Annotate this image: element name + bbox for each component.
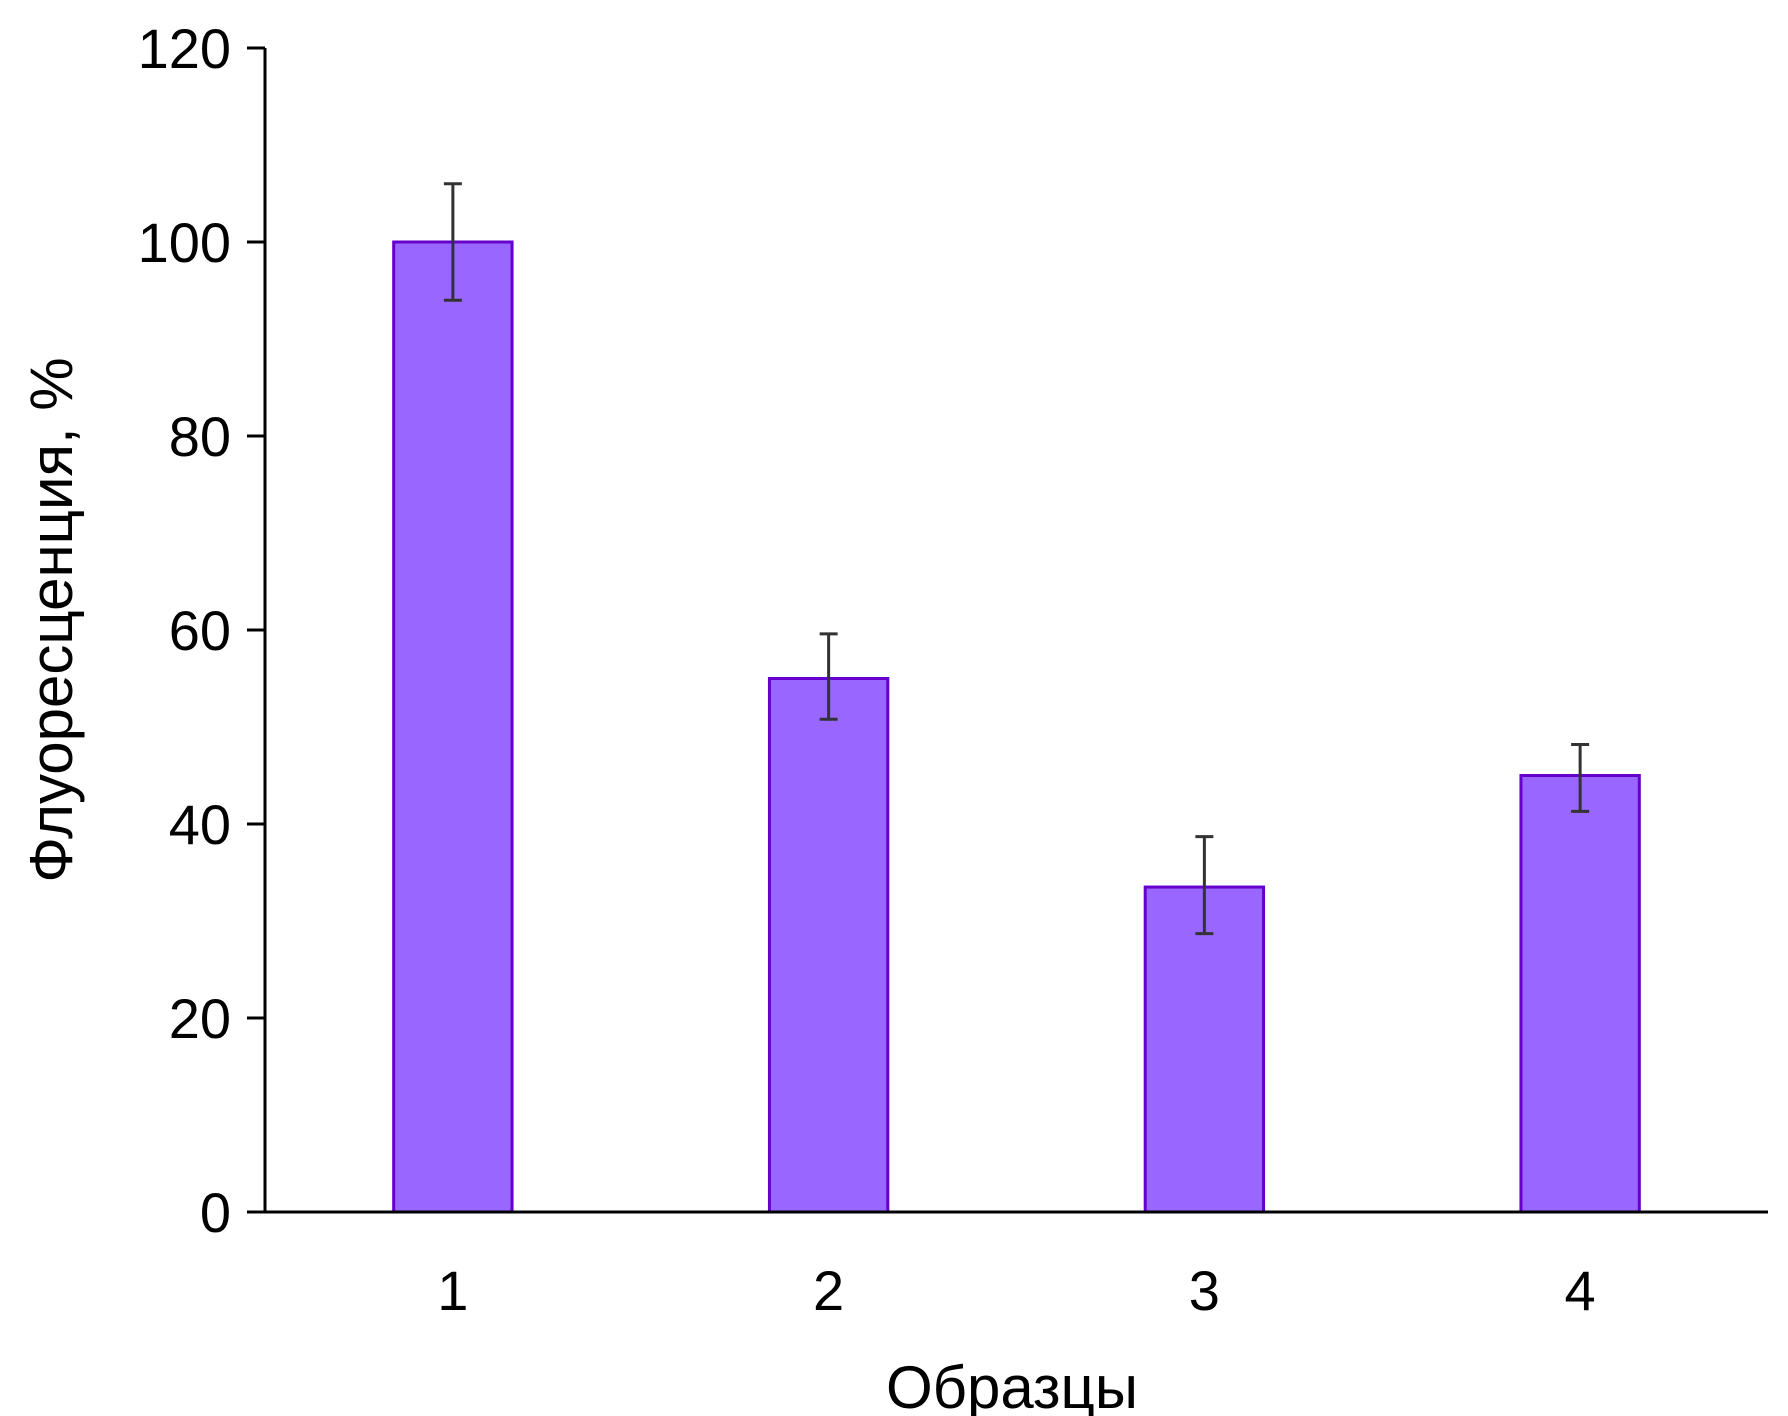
x-tick-label: 2	[813, 1259, 844, 1322]
bar	[392, 240, 514, 1214]
bar	[767, 677, 890, 1214]
y-tick-label: 0	[200, 1181, 231, 1244]
error-bars-group	[443, 182, 1590, 936]
y-tick-label: 100	[138, 211, 231, 274]
bars-group	[392, 240, 1641, 1214]
x-tick-label: 1	[437, 1259, 468, 1322]
x-ticks-group: 1 2 3 4	[437, 1259, 1595, 1322]
x-axis-title: Образцы	[886, 1354, 1138, 1416]
error-bar	[1195, 835, 1214, 936]
error-bar	[819, 632, 838, 721]
y-tick-label: 60	[169, 599, 231, 662]
x-tick-label: 4	[1565, 1259, 1596, 1322]
y-tick-label: 40	[169, 793, 231, 856]
y-tick-label: 20	[169, 987, 231, 1050]
y-axis-title: Флуоресценция, %	[18, 357, 85, 882]
bar	[1519, 774, 1641, 1214]
y-tick-label: 80	[169, 405, 231, 468]
bar	[1143, 885, 1266, 1214]
y-ticks-group: 0 20 40 60 80 100 120	[138, 17, 265, 1244]
error-bar	[443, 182, 462, 302]
y-tick-label: 120	[138, 17, 231, 80]
x-tick-label: 3	[1189, 1259, 1220, 1322]
error-bar	[1571, 742, 1590, 813]
